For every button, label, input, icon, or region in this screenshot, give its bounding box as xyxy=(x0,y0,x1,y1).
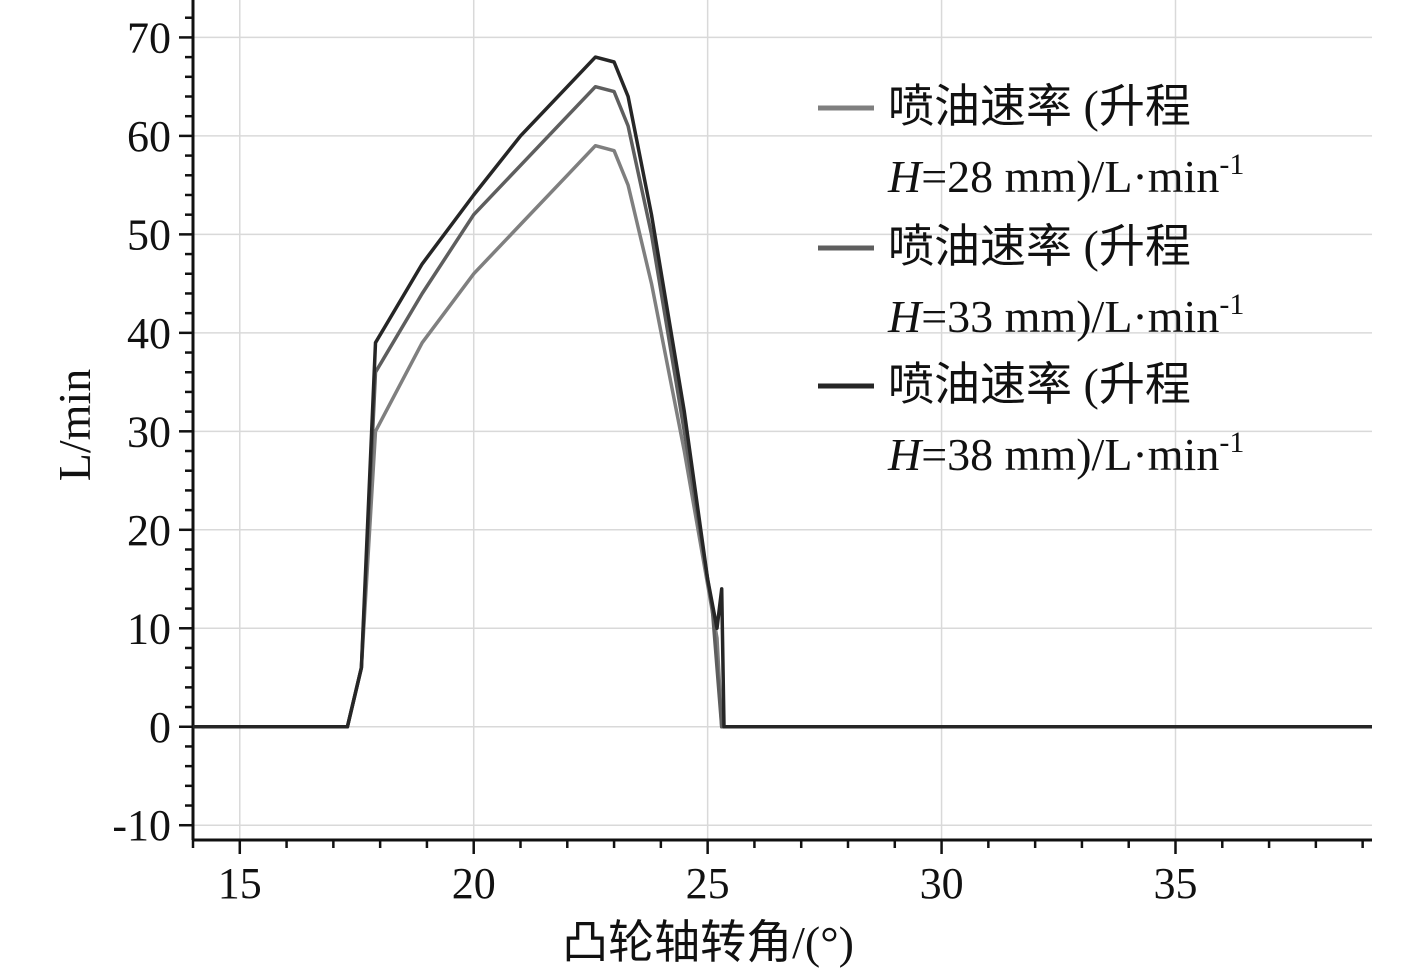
x-tick-label: 35 xyxy=(1154,859,1198,908)
legend-label-3-unit: H=38 mm)/L·min-1 xyxy=(887,426,1244,480)
legend-label-1: 喷油速率 (升程 xyxy=(888,81,1191,132)
legend-label-2-unit: H=33 mm)/L·min-1 xyxy=(887,288,1244,342)
grid-lines xyxy=(193,0,1372,840)
y-tick-label: 40 xyxy=(127,309,171,358)
series-line-3 xyxy=(193,55,1372,729)
legend-label-1-unit: H=28 mm)/L·min-1 xyxy=(887,148,1244,202)
y-tick-label: 20 xyxy=(127,506,171,555)
x-tick-label: 20 xyxy=(452,859,496,908)
y-tick-label: -10 xyxy=(112,801,171,850)
tick-labels: -10 0 10 20 30 40 50 60 70 15 20 25 30 35 xyxy=(112,13,1197,908)
x-tick-label: 30 xyxy=(920,859,964,908)
legend-label-2: 喷油速率 (升程 xyxy=(888,221,1191,272)
legend-label-3: 喷油速率 (升程 xyxy=(888,359,1191,410)
axes xyxy=(179,0,1372,854)
x-axis-title: 凸轮轴转角/(°) xyxy=(562,917,854,968)
y-tick-label: 0 xyxy=(149,703,171,752)
y-axis-title: L/min xyxy=(49,369,100,481)
x-tick-label: 25 xyxy=(686,859,730,908)
y-tick-label: 10 xyxy=(127,604,171,653)
y-tick-label: 60 xyxy=(127,112,171,161)
legend: 喷油速率 (升程 H=28 mm)/L·min-1 喷油速率 (升程 H=33 mm)… xyxy=(818,81,1244,480)
y-tick-label: 50 xyxy=(127,210,171,259)
y-tick-label: 30 xyxy=(127,407,171,456)
series-lines xyxy=(193,55,1372,729)
y-tick-label: 70 xyxy=(127,13,171,62)
x-tick-label: 15 xyxy=(218,859,262,908)
